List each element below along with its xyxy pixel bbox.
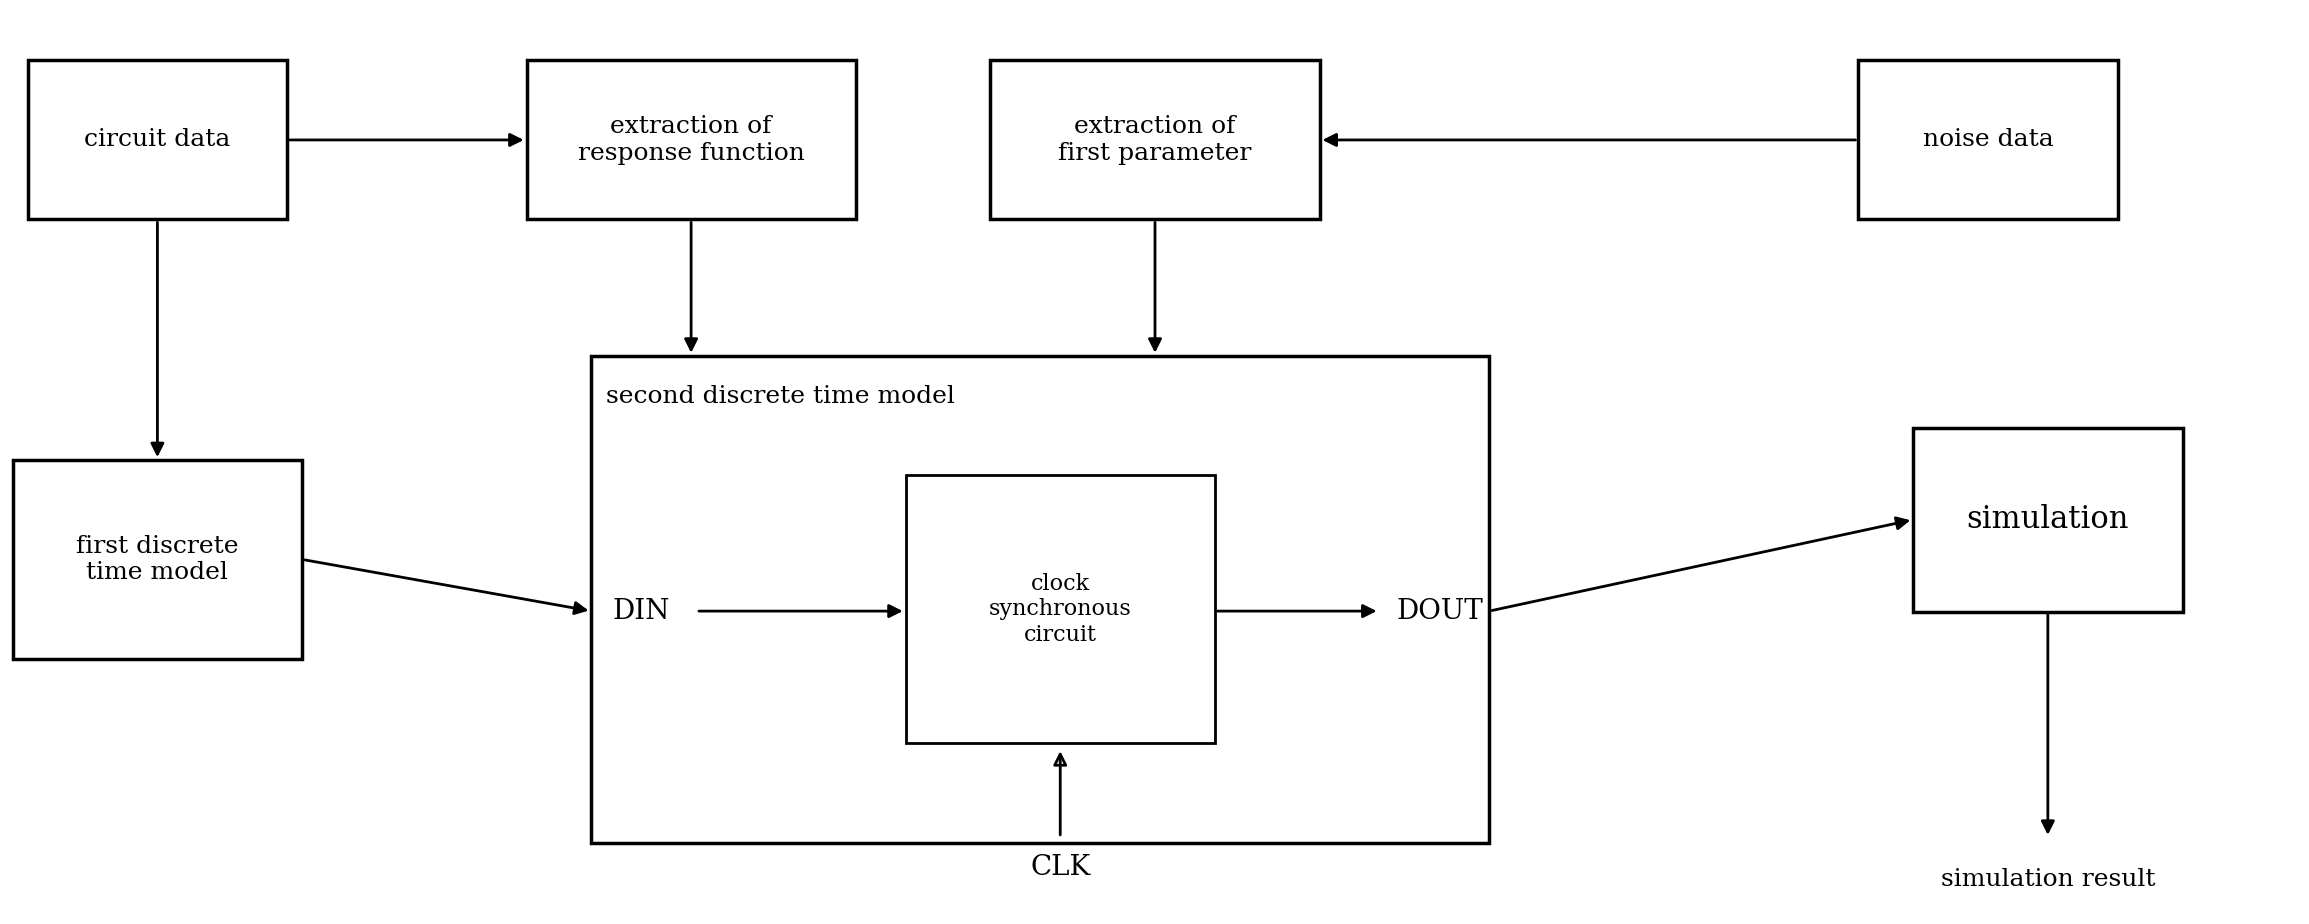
- Bar: [1859, 60, 2117, 220]
- Bar: [14, 460, 302, 659]
- Text: extraction of
response function: extraction of response function: [577, 116, 804, 164]
- Text: simulation: simulation: [1967, 505, 2129, 535]
- Text: DOUT: DOUT: [1397, 598, 1482, 625]
- Text: DIN: DIN: [612, 598, 670, 625]
- Text: circuit data: circuit data: [83, 128, 231, 152]
- Text: clock
synchronous
circuit: clock synchronous circuit: [988, 573, 1131, 646]
- Bar: [28, 60, 286, 220]
- Bar: [991, 60, 1321, 220]
- Text: first discrete
time model: first discrete time model: [76, 535, 238, 584]
- Text: noise data: noise data: [1923, 128, 2053, 152]
- Bar: [905, 475, 1215, 743]
- Text: CLK: CLK: [1030, 854, 1090, 881]
- Bar: [1914, 428, 2182, 612]
- Bar: [526, 60, 857, 220]
- Bar: [591, 356, 1489, 843]
- Text: simulation result: simulation result: [1940, 868, 2154, 891]
- Text: second discrete time model: second discrete time model: [607, 385, 956, 408]
- Text: extraction of
first parameter: extraction of first parameter: [1058, 116, 1251, 164]
